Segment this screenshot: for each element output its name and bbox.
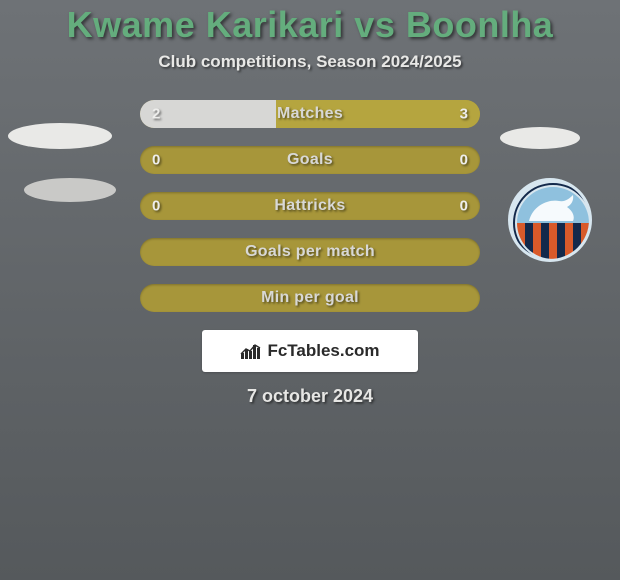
logo-text: FcTables.com	[267, 341, 379, 361]
decorative-ellipse	[8, 123, 112, 149]
fctables-logo: FcTables.com	[202, 330, 418, 372]
bar-value-left: 0	[152, 198, 160, 215]
page-title: Kwame Karikari vs Boonlha	[0, 4, 620, 46]
stat-bar: Goals per match	[140, 238, 480, 266]
comparison-bars: Matches23Goals00Hattricks00Goals per mat…	[140, 100, 480, 312]
decorative-ellipse	[24, 178, 116, 202]
bar-label: Hattricks	[140, 197, 480, 215]
bar-value-right: 0	[460, 198, 468, 215]
bar-label: Min per goal	[140, 289, 480, 307]
bar-label: Matches	[140, 105, 480, 123]
stat-bar: Goals0 0	[140, 146, 480, 174]
decorative-ellipse	[500, 127, 580, 149]
bar-value-right: 0	[460, 152, 468, 169]
club-badge	[508, 178, 592, 262]
bar-chart-icon	[240, 342, 262, 360]
bar-value-left: 0	[152, 152, 160, 169]
date-line: 7 october 2024	[0, 386, 620, 407]
subtitle: Club competitions, Season 2024/2025	[0, 52, 620, 72]
bar-value-left: 2	[152, 106, 160, 123]
stat-bar: Matches2 3	[140, 100, 480, 128]
bar-label: Goals	[140, 151, 480, 169]
stat-bar: Hattricks0 0	[140, 192, 480, 220]
stat-bar: Min per goal	[140, 284, 480, 312]
bar-value-right: 3	[460, 106, 468, 123]
bar-label: Goals per match	[140, 243, 480, 261]
